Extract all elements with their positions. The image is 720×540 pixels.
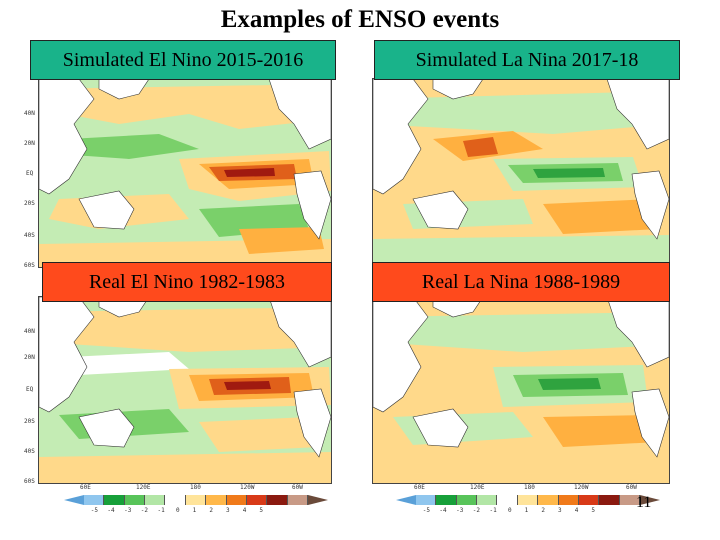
lon-label: 120W: [574, 484, 589, 491]
colorbar-segment: [416, 495, 437, 505]
colorbar-segment: [124, 495, 146, 505]
panel-label-real-la-nina: Real La Nina 1988-1989: [372, 262, 670, 302]
panel-label-real-el-nino: Real El Nino 1982-1983: [42, 262, 332, 302]
colorbar-left: -5 -4 -3 -2 -1 0 1 2 3 4 5: [64, 495, 328, 517]
colorbar-tick-label: 5: [259, 507, 264, 514]
map-graphic: [373, 297, 669, 483]
colorbar-tick-label: -1: [157, 507, 165, 514]
colorbar-tick-label: 0: [175, 507, 180, 514]
lon-label: 60W: [292, 484, 303, 491]
colorbar-segment: [619, 495, 640, 505]
colorbar-segment: [267, 495, 288, 505]
lat-label: 60S: [24, 262, 35, 269]
colorbar-bar: [84, 495, 308, 505]
lon-label: 120E: [136, 484, 151, 491]
colorbar-tick-label: -1: [489, 507, 497, 514]
panel-label-sim-el-nino: Simulated El Nino 2015-2016: [30, 40, 336, 80]
colorbar-tick-label: 0: [507, 507, 512, 514]
colorbar-segment: [287, 495, 308, 505]
colorbar-tick-label: -3: [456, 507, 464, 514]
colorbar-segment: [558, 495, 579, 505]
colorbar-arrow-right-icon: [640, 495, 660, 505]
colorbar-segment: [436, 495, 457, 505]
lat-label: 40S: [24, 232, 35, 239]
colorbar-tick-label: -3: [124, 507, 132, 514]
lon-label: 120E: [470, 484, 485, 491]
panel-label-sim-la-nina: Simulated La Nina 2017-18: [374, 40, 680, 80]
map-graphic: [39, 297, 331, 483]
colorbar-segment: [165, 495, 186, 505]
colorbar-tick-label: 3: [558, 507, 562, 514]
colorbar-arrow-right-icon: [308, 495, 328, 505]
lat-label: 20S: [24, 418, 35, 425]
map-graphic: [39, 79, 331, 267]
colorbar-tick-label: 1: [192, 507, 197, 514]
colorbar-ticks: -5 -4 -3 -2 -1 0 1 2 3 4 5: [418, 507, 602, 514]
colorbar-tick-label: -5: [422, 507, 430, 514]
lat-label: 20S: [24, 200, 35, 207]
map-graphic: [373, 79, 669, 267]
colorbar-right: -5 -4 -3 -2 -1 0 1 2 3 4 5: [396, 495, 660, 517]
map-real-el-nino: [38, 296, 332, 484]
map-real-la-nina: [372, 296, 670, 484]
lat-label: 60S: [24, 478, 35, 485]
page-number: 11: [636, 494, 652, 511]
colorbar-tick-label: 4: [242, 507, 247, 514]
colorbar-segment: [497, 495, 518, 505]
colorbar-tick-label: -2: [140, 507, 149, 514]
colorbar-segment: [477, 495, 498, 505]
colorbar-tick-label: 5: [591, 507, 596, 514]
lat-label: EQ: [26, 386, 34, 393]
colorbar-segment: [104, 495, 125, 505]
lon-label: 180: [190, 484, 201, 491]
lat-label: 20N: [24, 354, 35, 361]
colorbar-segment: [246, 495, 268, 505]
colorbar-tick-label: 2: [541, 507, 545, 514]
colorbar-tick-label: -4: [439, 507, 447, 514]
colorbar-tick-label: 2: [209, 507, 213, 514]
colorbar-segment: [517, 495, 539, 505]
colorbar-segment: [456, 495, 478, 505]
lon-label: 180: [524, 484, 535, 491]
colorbar-segment: [206, 495, 227, 505]
colorbar-segment: [578, 495, 600, 505]
colorbar-tick-label: 3: [226, 507, 230, 514]
colorbar-bar: [416, 495, 640, 505]
colorbar-tick-label: 1: [524, 507, 529, 514]
lon-label: 60W: [626, 484, 637, 491]
colorbar-segment: [226, 495, 247, 505]
colorbar-tick-label: -5: [90, 507, 98, 514]
colorbar-segment: [84, 495, 105, 505]
lat-label: 20N: [24, 140, 35, 147]
colorbar-segment: [599, 495, 620, 505]
lon-label: 60E: [80, 484, 91, 491]
lon-label: 60E: [414, 484, 425, 491]
colorbar-segment: [185, 495, 207, 505]
colorbar-tick-label: -4: [107, 507, 115, 514]
lat-label: 40N: [24, 328, 35, 335]
colorbar-segment: [538, 495, 559, 505]
colorbar-ticks: -5 -4 -3 -2 -1 0 1 2 3 4 5: [86, 507, 270, 514]
colorbar-arrow-left-icon: [396, 495, 416, 505]
colorbar-tick-label: 4: [574, 507, 579, 514]
map-sim-el-nino: [38, 78, 332, 268]
lat-label: 40N: [24, 110, 35, 117]
lon-label: 120W: [240, 484, 255, 491]
lat-label: EQ: [26, 170, 34, 177]
colorbar-tick-label: -2: [472, 507, 481, 514]
colorbar-segment: [145, 495, 166, 505]
slide-title: Examples of ENSO events: [220, 6, 500, 33]
lat-label: 40S: [24, 448, 35, 455]
colorbar-arrow-left-icon: [64, 495, 84, 505]
map-sim-la-nina: [372, 78, 670, 268]
